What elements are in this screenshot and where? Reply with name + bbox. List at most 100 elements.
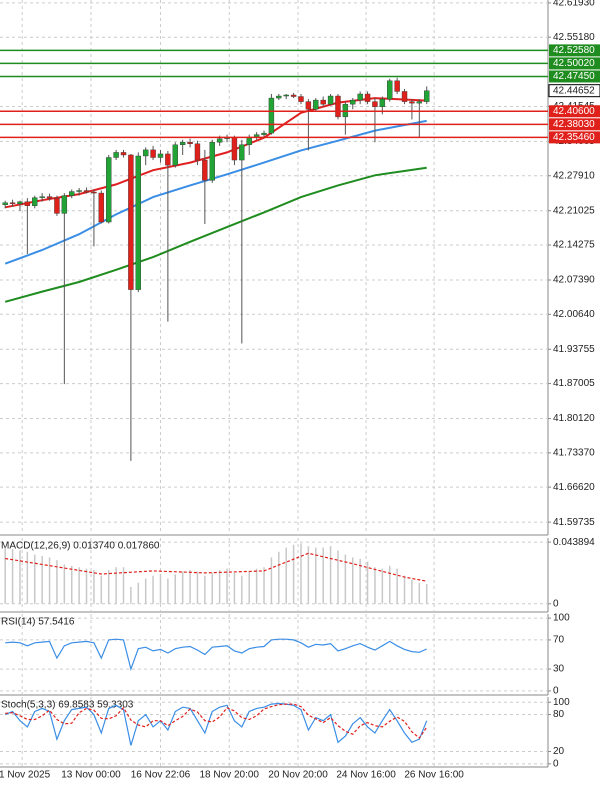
y-tick-label: 41.73370 bbox=[553, 447, 595, 458]
candle-body bbox=[239, 144, 245, 161]
y-tick-label: 42.61930 bbox=[553, 0, 595, 9]
candle-body bbox=[231, 136, 238, 161]
y-tick-label: 70 bbox=[553, 635, 565, 646]
candle-body bbox=[320, 99, 326, 105]
y-tick-label: 42.27910 bbox=[553, 170, 595, 181]
ma-line bbox=[4, 119, 427, 265]
candle-body bbox=[83, 190, 90, 193]
level-label: 42.52580 bbox=[553, 45, 595, 56]
y-tick-label: 42.21025 bbox=[553, 205, 595, 216]
rsi-line bbox=[5, 638, 427, 672]
candle-body bbox=[335, 95, 341, 118]
last-price-box bbox=[548, 84, 600, 98]
candle-body bbox=[246, 136, 252, 146]
candle-body bbox=[261, 132, 267, 135]
y-tick-label: 30 bbox=[553, 664, 565, 675]
panel-header: MACD(12,26,9) 0.013740 0.017860 bbox=[1, 541, 160, 552]
candle-body bbox=[165, 153, 171, 166]
y-tick-label: 42.14275 bbox=[553, 240, 595, 251]
x-tick-label: 13 Nov 00:00 bbox=[61, 770, 121, 781]
candle-body bbox=[135, 155, 141, 290]
candle-body bbox=[327, 95, 334, 105]
y-tick-label: 0 bbox=[553, 598, 559, 609]
candle-body bbox=[69, 191, 75, 196]
last-price-label: 42.44652 bbox=[553, 85, 595, 96]
candle-body bbox=[209, 142, 215, 181]
y-tick-label: 80 bbox=[553, 709, 565, 720]
candle-body bbox=[9, 202, 16, 204]
candle-body bbox=[172, 144, 178, 166]
y-tick-label: 41.93755 bbox=[553, 344, 595, 355]
y-tick-label: 41.66620 bbox=[553, 482, 595, 493]
y-tick-label: 20 bbox=[553, 746, 565, 757]
candle-body bbox=[194, 143, 201, 161]
candle-body bbox=[61, 195, 68, 214]
level-label-box bbox=[549, 57, 600, 70]
candle-body bbox=[106, 157, 112, 223]
ma-line bbox=[5, 97, 427, 209]
level-label: 42.50020 bbox=[553, 58, 595, 69]
y-tick-label: 0.043894 bbox=[553, 537, 595, 548]
candle-body bbox=[364, 93, 371, 102]
candle-body bbox=[372, 101, 378, 107]
y-tick-label: 42.00640 bbox=[553, 309, 595, 320]
candle-body bbox=[268, 97, 275, 134]
level-label-box bbox=[549, 70, 600, 83]
level-label: 42.38030 bbox=[553, 119, 595, 130]
stoch-line bbox=[5, 703, 428, 739]
y-tick-label: 0 bbox=[553, 758, 559, 769]
candle-body bbox=[17, 201, 23, 204]
candle-body bbox=[24, 201, 31, 206]
panel-header: Stoch(5,3,3) 69.8583 59.3303 bbox=[1, 700, 134, 711]
candle-body bbox=[39, 196, 45, 198]
level-label-box bbox=[549, 105, 600, 118]
y-tick-label: 100 bbox=[553, 697, 570, 708]
candle-body bbox=[283, 94, 289, 97]
panel-header: RSI(14) 57.5416 bbox=[1, 617, 75, 628]
y-tick-label: 41.80120 bbox=[553, 413, 595, 424]
candle-body bbox=[157, 153, 164, 158]
level-label: 42.47450 bbox=[553, 71, 595, 82]
level-label-box bbox=[549, 118, 600, 131]
candle-body bbox=[305, 101, 312, 110]
candle-body bbox=[350, 99, 356, 105]
signal-line bbox=[5, 552, 427, 582]
ma-line bbox=[4, 166, 427, 303]
candle-body bbox=[342, 103, 349, 118]
candle-body bbox=[2, 202, 8, 205]
candle-body bbox=[216, 138, 223, 143]
level-label-box bbox=[549, 44, 600, 57]
x-tick-label: 11 Nov 2025 bbox=[0, 770, 51, 781]
y-tick-label: 42.55180 bbox=[553, 32, 595, 43]
candle-body bbox=[98, 192, 105, 223]
candle-body bbox=[113, 152, 119, 158]
candle-body bbox=[128, 154, 134, 290]
candle-body bbox=[424, 90, 430, 102]
y-tick-label: 42.07390 bbox=[553, 275, 595, 286]
x-tick-label: 24 Nov 16:00 bbox=[336, 770, 396, 781]
candle-body bbox=[290, 94, 297, 97]
candle-body bbox=[409, 101, 415, 104]
y-tick-label: 0 bbox=[553, 686, 559, 697]
x-tick-label: 20 Nov 20:00 bbox=[268, 770, 328, 781]
candle-body bbox=[313, 99, 319, 110]
candle-body bbox=[32, 197, 38, 206]
candle-body bbox=[91, 191, 97, 194]
candle-body bbox=[394, 80, 400, 92]
candle-body bbox=[357, 93, 363, 101]
candle-body bbox=[150, 149, 156, 158]
level-label-box bbox=[549, 131, 600, 144]
candle-body bbox=[202, 159, 208, 181]
stoch-line bbox=[4, 702, 428, 746]
candle-body bbox=[142, 149, 149, 157]
candle-body bbox=[54, 197, 60, 214]
x-tick-label: 18 Nov 20:00 bbox=[200, 770, 260, 781]
x-tick-label: 26 Nov 16:00 bbox=[404, 770, 464, 781]
candle-body bbox=[120, 152, 127, 156]
y-tick-label: 41.87005 bbox=[553, 378, 595, 389]
candle-body bbox=[298, 96, 304, 102]
y-tick-label: 41.59735 bbox=[553, 517, 595, 528]
candle-body bbox=[187, 142, 193, 144]
